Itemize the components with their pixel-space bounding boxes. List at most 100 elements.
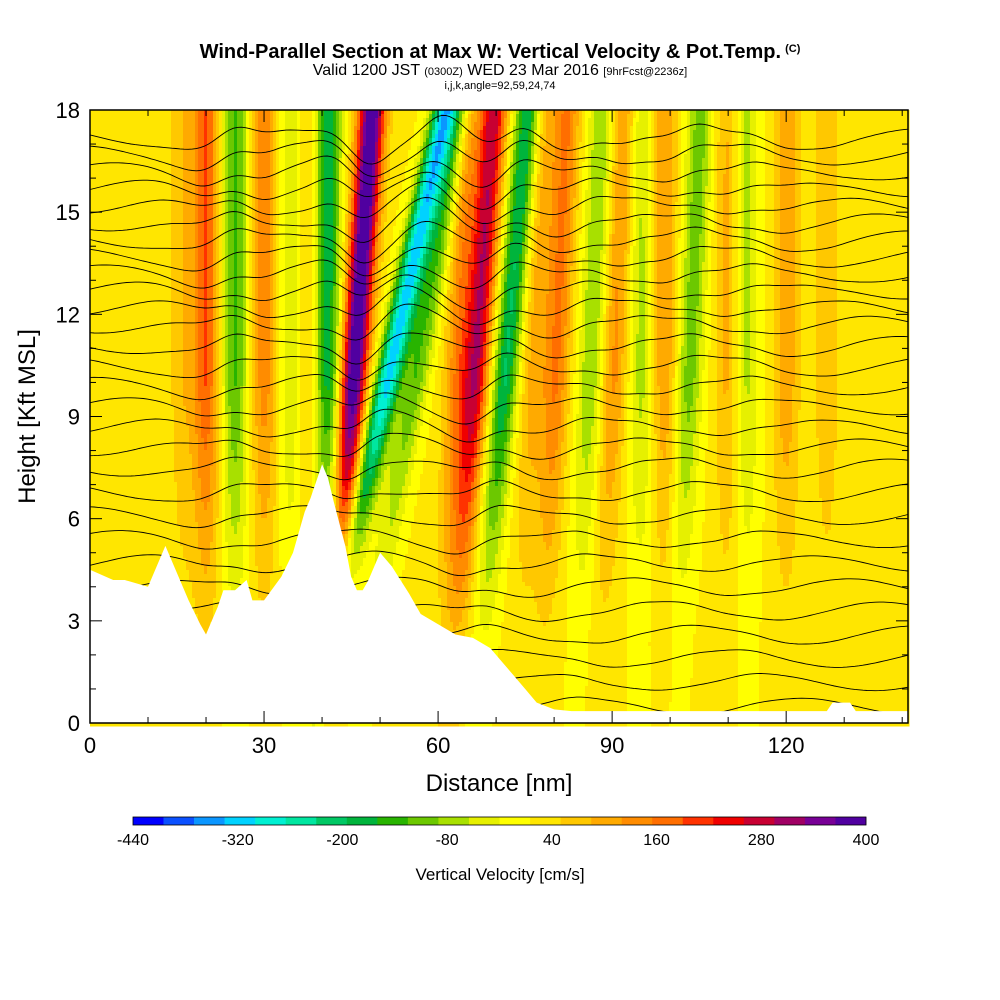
w-cell — [177, 570, 181, 575]
w-cell — [147, 402, 151, 407]
w-cell — [150, 462, 154, 467]
w-cell — [102, 410, 106, 415]
w-cell — [165, 506, 169, 511]
w-cell — [129, 130, 133, 135]
w-cell — [180, 202, 184, 207]
w-cell — [120, 394, 124, 399]
w-cell — [96, 562, 100, 567]
w-cell — [102, 286, 106, 291]
w-cell — [114, 338, 118, 343]
w-cell — [126, 506, 130, 511]
w-cell — [99, 338, 103, 343]
w-cell — [90, 190, 94, 195]
w-cell — [132, 366, 136, 371]
w-cell — [96, 306, 100, 311]
w-cell — [108, 574, 112, 579]
w-cell — [150, 494, 154, 499]
w-cell — [102, 310, 106, 315]
w-cell — [108, 502, 112, 507]
w-cell — [177, 314, 181, 319]
w-cell — [102, 350, 106, 355]
w-cell — [153, 486, 157, 491]
w-cell — [132, 410, 136, 415]
w-cell — [141, 534, 145, 539]
w-cell — [96, 386, 100, 391]
w-cell — [99, 190, 103, 195]
w-cell — [120, 118, 124, 123]
w-cell — [156, 550, 160, 555]
w-cell — [168, 170, 172, 175]
w-cell — [162, 286, 166, 291]
w-cell — [180, 458, 184, 463]
w-cell — [90, 406, 94, 411]
w-cell — [90, 254, 94, 259]
w-cell — [90, 454, 94, 459]
w-cell — [105, 186, 109, 191]
w-cell — [96, 318, 100, 323]
w-cell — [90, 126, 94, 131]
w-cell — [174, 190, 178, 195]
w-cell — [174, 294, 178, 299]
w-cell — [126, 558, 130, 563]
w-cell — [117, 290, 121, 295]
w-cell — [150, 490, 154, 495]
w-cell — [132, 110, 136, 115]
w-cell — [129, 246, 133, 251]
w-cell — [171, 474, 175, 479]
w-cell — [132, 374, 136, 379]
w-cell — [132, 330, 136, 335]
w-cell — [123, 486, 127, 491]
w-cell — [120, 486, 124, 491]
w-cell — [171, 490, 175, 495]
w-cell — [102, 554, 106, 559]
w-cell — [183, 214, 187, 219]
w-cell — [129, 438, 133, 443]
w-cell — [117, 442, 121, 447]
w-cell — [126, 382, 130, 387]
w-cell — [150, 250, 154, 255]
w-cell — [93, 378, 97, 383]
w-cell — [162, 502, 166, 507]
w-cell — [99, 382, 103, 387]
w-cell — [132, 722, 136, 727]
w-cell — [123, 290, 127, 295]
w-cell — [153, 358, 157, 363]
w-cell — [153, 490, 157, 495]
w-cell — [108, 210, 112, 215]
w-cell — [159, 330, 163, 335]
w-cell — [165, 290, 169, 295]
w-cell — [147, 210, 151, 215]
w-cell — [150, 518, 154, 523]
w-cell — [168, 502, 172, 507]
w-cell — [93, 258, 97, 263]
w-cell — [147, 366, 151, 371]
w-cell — [126, 278, 130, 283]
w-cell — [153, 282, 157, 287]
w-cell — [180, 150, 184, 155]
w-cell — [117, 234, 121, 239]
w-cell — [171, 518, 175, 523]
w-cell — [180, 546, 184, 551]
w-cell — [93, 546, 97, 551]
w-cell — [153, 194, 157, 199]
w-cell — [132, 490, 136, 495]
w-cell — [156, 186, 160, 191]
w-cell — [99, 182, 103, 187]
w-cell — [132, 486, 136, 491]
w-cell — [141, 458, 145, 463]
w-cell — [117, 222, 121, 227]
w-cell — [123, 558, 127, 563]
w-cell — [132, 550, 136, 555]
w-cell — [162, 290, 166, 295]
w-cell — [93, 358, 97, 363]
w-cell — [165, 406, 169, 411]
w-cell — [111, 530, 115, 535]
w-cell — [165, 490, 169, 495]
w-cell — [135, 258, 139, 263]
w-cell — [159, 262, 163, 267]
w-cell — [102, 202, 106, 207]
w-cell — [99, 166, 103, 171]
w-cell — [159, 158, 163, 163]
w-cell — [144, 502, 148, 507]
w-cell — [141, 358, 145, 363]
